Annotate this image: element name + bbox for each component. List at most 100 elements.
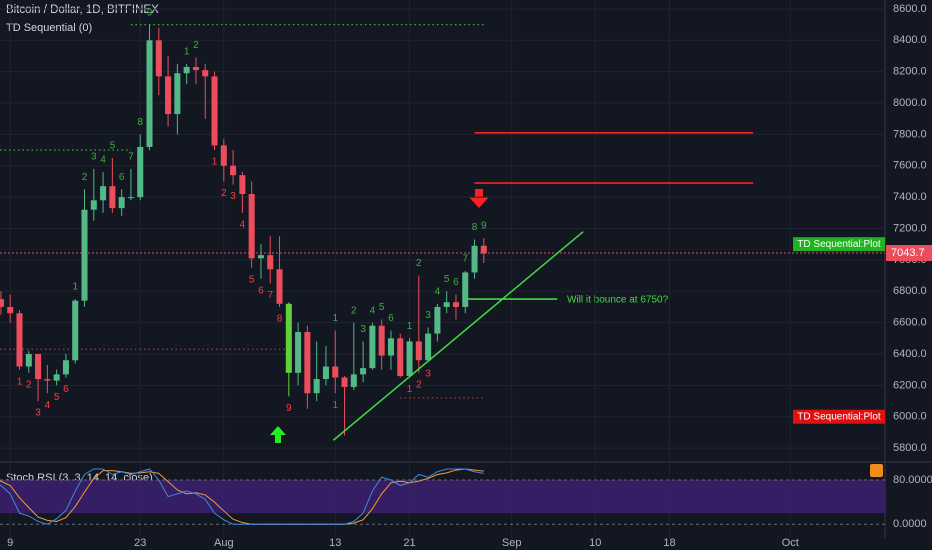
candle-body (406, 341, 413, 376)
candle-body (304, 332, 311, 394)
candle-body (471, 245, 478, 273)
x-tick-label: 21 (403, 537, 415, 549)
candle-body (81, 209, 88, 301)
candle-body (425, 333, 432, 361)
up-arrow (270, 426, 286, 443)
td-count-down: 4 (45, 400, 51, 411)
td-count-up: 2 (416, 258, 422, 269)
td-count-up: 4 (370, 305, 376, 316)
y-tick-label: 5800.0 (893, 442, 927, 454)
td-count-down: 2 (26, 379, 32, 390)
candle-body (230, 165, 237, 176)
td-count-up: 7 (128, 152, 134, 163)
x-tick-label: 23 (134, 537, 146, 549)
candle-body (0, 299, 4, 307)
td-count-up: 6 (453, 277, 459, 288)
td-count-up: 3 (425, 310, 431, 321)
td-count-up: 5 (444, 274, 450, 285)
candle-body (257, 255, 264, 259)
td-count-down: 3 (425, 368, 431, 379)
stoch-tick-label: 0.0000 (893, 518, 927, 530)
stoch-line (0, 468, 484, 525)
candle-body (25, 353, 32, 367)
candle-body (397, 338, 404, 376)
x-tick-label: 13 (329, 537, 341, 549)
candle-body (378, 325, 385, 356)
y-tick-label: 7400.0 (893, 191, 927, 203)
td-count-up: 8 (472, 222, 478, 233)
x-tick-label: Sep (502, 537, 522, 549)
td-count-up: 5 (110, 141, 116, 152)
candle-body (100, 186, 107, 201)
down-arrow (469, 189, 489, 208)
price-axis (885, 0, 932, 550)
candle-body (332, 366, 339, 378)
candle-body (118, 197, 125, 209)
y-tick-label: 6200.0 (893, 379, 927, 391)
stoch-line (0, 468, 484, 525)
td-count-up: 5 (379, 302, 385, 313)
y-tick-label: 7600.0 (893, 160, 927, 172)
candle-body (434, 306, 441, 334)
td-count-up: 1 (72, 282, 78, 293)
stoch-band (0, 480, 885, 514)
candle-body (183, 66, 190, 74)
candle-body (350, 374, 357, 387)
candle-body (16, 313, 23, 367)
candle-body (165, 76, 172, 115)
candle-body (44, 379, 51, 381)
td-count-up: 6 (388, 313, 394, 324)
td-count-down: 8 (277, 314, 283, 325)
td-count-down: 2 (221, 188, 227, 199)
candle-body (369, 325, 376, 369)
indicator-label: TD Sequential (0) (6, 22, 92, 34)
x-tick-label: Aug (214, 537, 234, 549)
td-count-up: 6 (119, 172, 125, 183)
candle-body (248, 194, 255, 259)
chart-title: Bitcoin / Dollar, 1D, BITFINEX (6, 4, 159, 16)
td-count-up: 3 (360, 324, 366, 335)
td-count-down: 1 (407, 384, 413, 395)
td-count-up: 4 (100, 155, 106, 166)
x-tick-label: Oct (782, 537, 799, 549)
candle-body (62, 360, 69, 375)
td-count-up: 9 (147, 7, 153, 18)
plot-label: TD Sequential:Plot (797, 239, 881, 250)
td-count-up: 4 (435, 286, 441, 297)
x-tick-label: 9 (7, 537, 13, 549)
candle-body (127, 197, 134, 199)
y-tick-label: 8200.0 (893, 66, 927, 78)
candle-body (137, 146, 144, 198)
td-count-up: 1 (184, 46, 190, 57)
td-count-down: 4 (240, 219, 246, 230)
td-count-up: 1 (332, 313, 338, 324)
y-tick-label: 6800.0 (893, 285, 927, 297)
candle-body (443, 302, 450, 307)
td-count-down: 6 (63, 384, 69, 395)
candle-body (72, 300, 79, 361)
candle-body (35, 353, 42, 380)
annotation: Will it bounce at 6750? (567, 295, 669, 306)
candle-body (211, 76, 218, 146)
candle-body (341, 377, 348, 387)
td-count-down: 9 (286, 403, 292, 414)
td-count-down: 3 (230, 191, 236, 202)
y-tick-label: 8600.0 (893, 3, 927, 15)
candle-body (322, 366, 329, 380)
candle-body (360, 368, 367, 375)
td-count-up: 2 (82, 172, 88, 183)
candle-body (480, 245, 487, 254)
candle-body (239, 175, 246, 195)
td-count-down: 1 (332, 400, 338, 411)
candle-body (202, 70, 209, 77)
indicator-icon[interactable] (870, 464, 883, 477)
td-count-down: 5 (249, 274, 255, 285)
td-count-down: 1 (17, 376, 23, 387)
y-tick-label: 7200.0 (893, 222, 927, 234)
td-count-up: 3 (91, 152, 97, 163)
plot-label-box (793, 237, 885, 252)
candle-body (155, 40, 162, 77)
candle-body (7, 306, 14, 314)
trendline (332, 231, 584, 441)
plot-label-box (793, 409, 885, 424)
